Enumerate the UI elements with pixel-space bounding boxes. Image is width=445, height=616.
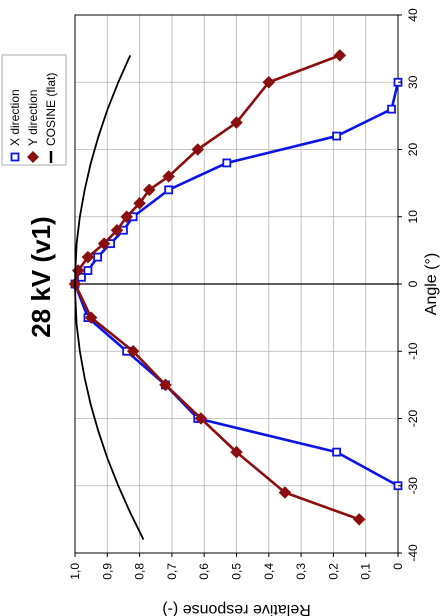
data-point-y-direction bbox=[230, 445, 243, 459]
data-point-y-direction bbox=[133, 196, 146, 210]
data-point-x-direction bbox=[77, 272, 86, 282]
data-point-y-direction bbox=[278, 486, 292, 499]
response-tick-label: 0,2 bbox=[326, 563, 340, 580]
data-point-y-direction bbox=[262, 75, 276, 89]
angle-tick-label: -10 bbox=[406, 342, 420, 360]
data-point-x-direction bbox=[222, 158, 232, 168]
data-point-y-direction bbox=[191, 143, 205, 156]
legend-label: Y direction bbox=[26, 90, 40, 146]
series-layer bbox=[68, 48, 403, 540]
tick-labels: 0 0,1 0,2 0,3 0,4 0,5 0,6 0,7 0,8 0,9 1,0 -40 -30 -20… bbox=[68, 8, 420, 580]
angle-tick-label: -30 bbox=[406, 477, 420, 495]
chart-title: 28 kV (v1) bbox=[26, 216, 56, 337]
response-tick-label: 0,6 bbox=[197, 563, 211, 580]
legend-symbol-x-direction bbox=[10, 152, 20, 162]
angle-tick-label: 30 bbox=[406, 75, 420, 89]
data-point-y-direction bbox=[333, 48, 347, 62]
data-point-y-direction bbox=[159, 378, 172, 392]
legend-symbol-y-direction bbox=[27, 151, 39, 163]
series-line-2 bbox=[74, 54, 145, 540]
response-tick-label: 0 bbox=[391, 563, 405, 570]
x-axis-label: Angle (°) bbox=[423, 253, 440, 315]
response-tick-label: 0,3 bbox=[294, 563, 308, 580]
data-point-y-direction bbox=[81, 250, 95, 264]
data-point-y-direction bbox=[97, 237, 111, 251]
legend: X direction Y direction COSINE (flat) bbox=[1, 54, 67, 166]
response-tick-label: 0,9 bbox=[100, 563, 114, 580]
response-tick-label: 0,4 bbox=[262, 563, 276, 580]
response-tick-label: 0,1 bbox=[359, 563, 373, 580]
y-axis-label: Relative response (-) bbox=[162, 601, 311, 616]
grid bbox=[74, 14, 399, 554]
data-point-x-direction bbox=[387, 104, 396, 114]
data-point-x-direction bbox=[332, 131, 342, 141]
data-point-y-direction bbox=[120, 210, 134, 224]
data-point-y-direction bbox=[126, 344, 140, 358]
response-tick-label: 0,7 bbox=[165, 563, 179, 580]
response-tick-label: 0,5 bbox=[230, 563, 244, 580]
series-line-1 bbox=[73, 54, 360, 521]
response-tick-label: 1,0 bbox=[68, 563, 82, 580]
data-point-y-direction bbox=[84, 311, 98, 324]
angle-tick-label: 20 bbox=[406, 143, 420, 157]
data-point-y-direction bbox=[162, 170, 176, 183]
response-tick-label: 0,8 bbox=[133, 563, 147, 580]
angle-tick-label: -40 bbox=[406, 544, 420, 562]
legend-label: COSINE (flat) bbox=[44, 73, 58, 146]
angle-tick-label: 40 bbox=[406, 8, 420, 22]
data-point-y-direction bbox=[194, 412, 208, 425]
data-point-y-direction bbox=[142, 183, 156, 197]
data-point-y-direction bbox=[352, 513, 366, 526]
data-point-x-direction bbox=[93, 252, 103, 262]
data-point-x-direction bbox=[83, 266, 93, 275]
legend-box bbox=[1, 54, 67, 166]
data-point-y-direction bbox=[230, 116, 243, 129]
data-point-y-direction bbox=[110, 223, 124, 237]
angle-tick-label: 0 bbox=[406, 280, 420, 287]
data-point-x-direction bbox=[164, 185, 174, 195]
legend-label: X direction bbox=[8, 89, 22, 146]
data-point-x-direction bbox=[332, 447, 342, 457]
angle-tick-label: 10 bbox=[406, 210, 420, 224]
angle-tick-label: -20 bbox=[406, 410, 420, 428]
